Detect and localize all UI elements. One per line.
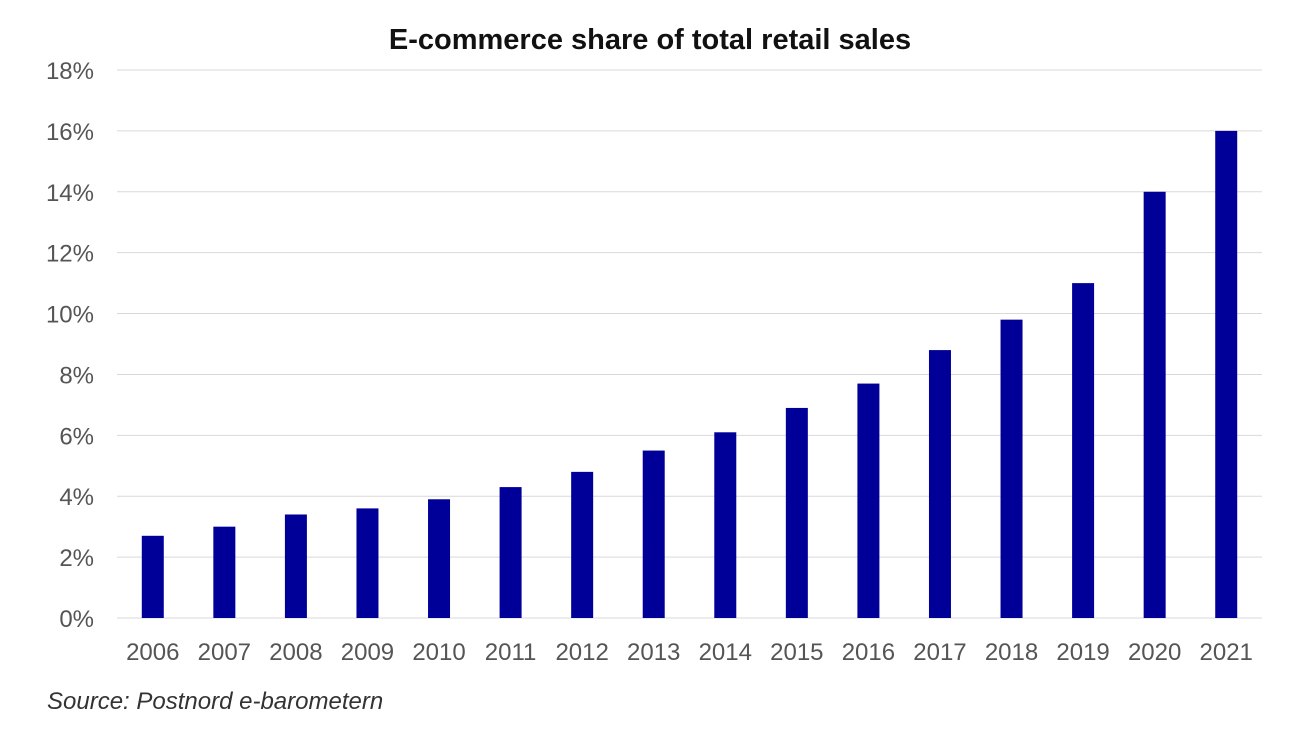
x-tick-label: 2017 bbox=[913, 639, 966, 666]
y-tick-label: 0% bbox=[59, 606, 94, 633]
x-tick-label: 2021 bbox=[1200, 639, 1253, 666]
x-tick-label: 2016 bbox=[842, 639, 895, 666]
bar-2011 bbox=[499, 487, 522, 618]
y-tick-label: 14% bbox=[46, 180, 94, 207]
x-tick-label: 2007 bbox=[198, 639, 251, 666]
bar-2010 bbox=[428, 499, 451, 618]
bar-2019 bbox=[1072, 283, 1095, 618]
chart-title: E-commerce share of total retail sales bbox=[389, 24, 911, 56]
bar-2012 bbox=[571, 471, 594, 618]
bar-2021 bbox=[1215, 130, 1238, 618]
source-note: Source: Postnord e-barometern bbox=[47, 688, 383, 715]
bar-2018 bbox=[1000, 319, 1023, 618]
x-tick-label: 2006 bbox=[126, 639, 179, 666]
x-tick-label: 2020 bbox=[1128, 639, 1181, 666]
bar-2016 bbox=[857, 383, 880, 618]
y-tick-label: 2% bbox=[59, 545, 94, 572]
x-tick-label: 2011 bbox=[485, 639, 537, 666]
bar-2008 bbox=[284, 514, 307, 618]
y-tick-label: 18% bbox=[46, 58, 94, 85]
bar-2013 bbox=[642, 450, 665, 618]
x-tick-label: 2010 bbox=[412, 639, 465, 666]
x-axis-tick-labels: 2006 2007 2008 2009 2010 2011 2012 2013 2014 2015… bbox=[126, 639, 1253, 666]
bar-2017 bbox=[928, 350, 951, 618]
y-tick-label: 8% bbox=[59, 362, 94, 389]
x-tick-label: 2014 bbox=[699, 639, 752, 666]
bar-2015 bbox=[785, 407, 808, 618]
x-tick-label: 2009 bbox=[341, 639, 394, 666]
gridlines bbox=[117, 69, 1262, 619]
y-tick-label: 16% bbox=[46, 119, 94, 146]
y-tick-label: 12% bbox=[46, 241, 94, 268]
bar-2020 bbox=[1143, 191, 1166, 618]
bar-2006 bbox=[141, 535, 164, 618]
x-tick-label: 2019 bbox=[1056, 639, 1109, 666]
x-tick-label: 2015 bbox=[770, 639, 823, 666]
x-tick-label: 2013 bbox=[627, 639, 680, 666]
y-tick-label: 6% bbox=[59, 423, 94, 450]
x-tick-label: 2018 bbox=[985, 639, 1038, 666]
x-tick-label: 2012 bbox=[555, 639, 608, 666]
bar-2009 bbox=[356, 508, 379, 618]
y-tick-label: 4% bbox=[59, 484, 94, 511]
bars bbox=[141, 130, 1238, 618]
y-tick-label: 10% bbox=[46, 302, 94, 329]
x-tick-label: 2008 bbox=[269, 639, 322, 666]
y-axis-tick-labels: 0% 2% 4% 6% 8% 10% 12% 14% 16% 18% bbox=[46, 58, 94, 633]
bar-2007 bbox=[213, 526, 236, 618]
bar-2014 bbox=[714, 432, 737, 618]
